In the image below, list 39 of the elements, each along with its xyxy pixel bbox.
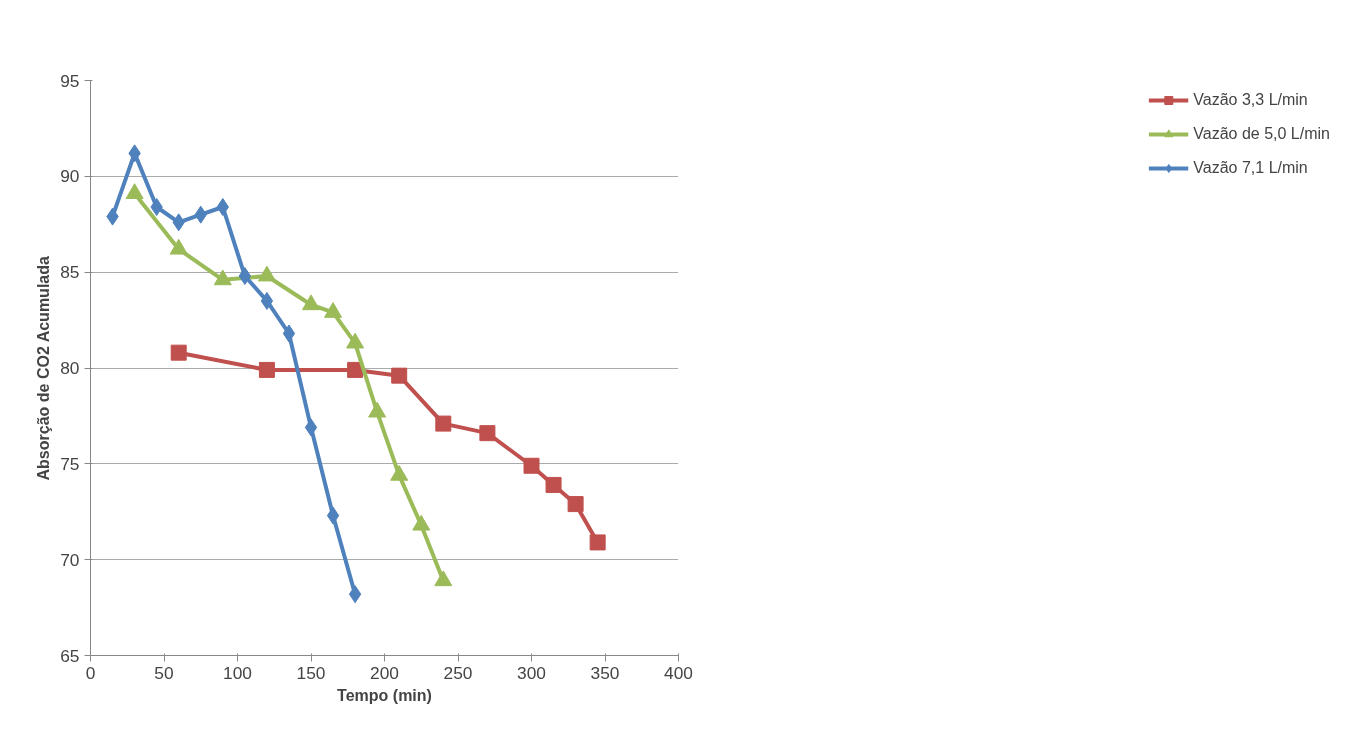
point bbox=[348, 585, 362, 604]
point bbox=[326, 506, 340, 525]
y-axis-title: Absorção de CO2 Acumulada bbox=[35, 256, 53, 481]
x-tick-label: 100 bbox=[223, 662, 252, 683]
y-tick-label: 65 bbox=[60, 645, 80, 666]
x-tick-label: 250 bbox=[443, 662, 473, 683]
x-tick-label: 150 bbox=[296, 662, 326, 683]
point bbox=[258, 361, 275, 378]
x-tick-label: 200 bbox=[370, 662, 399, 683]
point bbox=[479, 425, 496, 442]
point bbox=[216, 198, 229, 216]
y-tick-label: 80 bbox=[60, 358, 80, 378]
legend-label: Vazão 7,1 L/min bbox=[1193, 159, 1308, 177]
point bbox=[150, 198, 163, 216]
x-axis-title: Tempo (min) bbox=[337, 686, 432, 704]
point bbox=[523, 457, 540, 474]
y-tick-label: 90 bbox=[60, 166, 80, 187]
point bbox=[282, 324, 296, 343]
x-tick-label: 300 bbox=[517, 662, 546, 683]
point bbox=[304, 418, 318, 437]
point bbox=[260, 291, 274, 310]
point bbox=[391, 367, 408, 384]
point bbox=[170, 344, 187, 361]
x-tick-label: 350 bbox=[590, 662, 620, 683]
x-tick-label: 50 bbox=[154, 662, 174, 683]
point bbox=[435, 415, 452, 432]
y-tick-label: 95 bbox=[60, 70, 80, 91]
x-tick-label: 0 bbox=[85, 662, 96, 683]
point bbox=[238, 267, 252, 285]
point bbox=[434, 570, 453, 587]
point bbox=[545, 476, 562, 493]
legend-label: Vazão de 5,0 L/min bbox=[1193, 125, 1330, 143]
y-tick-label: 75 bbox=[60, 453, 80, 474]
y-tick-label: 70 bbox=[60, 549, 80, 570]
y-tick-label: 85 bbox=[60, 262, 80, 283]
point bbox=[589, 534, 606, 551]
legend-label: Vazão 3,3 L/min bbox=[1193, 91, 1308, 109]
x-tick-label: 400 bbox=[664, 662, 693, 683]
point bbox=[567, 496, 584, 513]
